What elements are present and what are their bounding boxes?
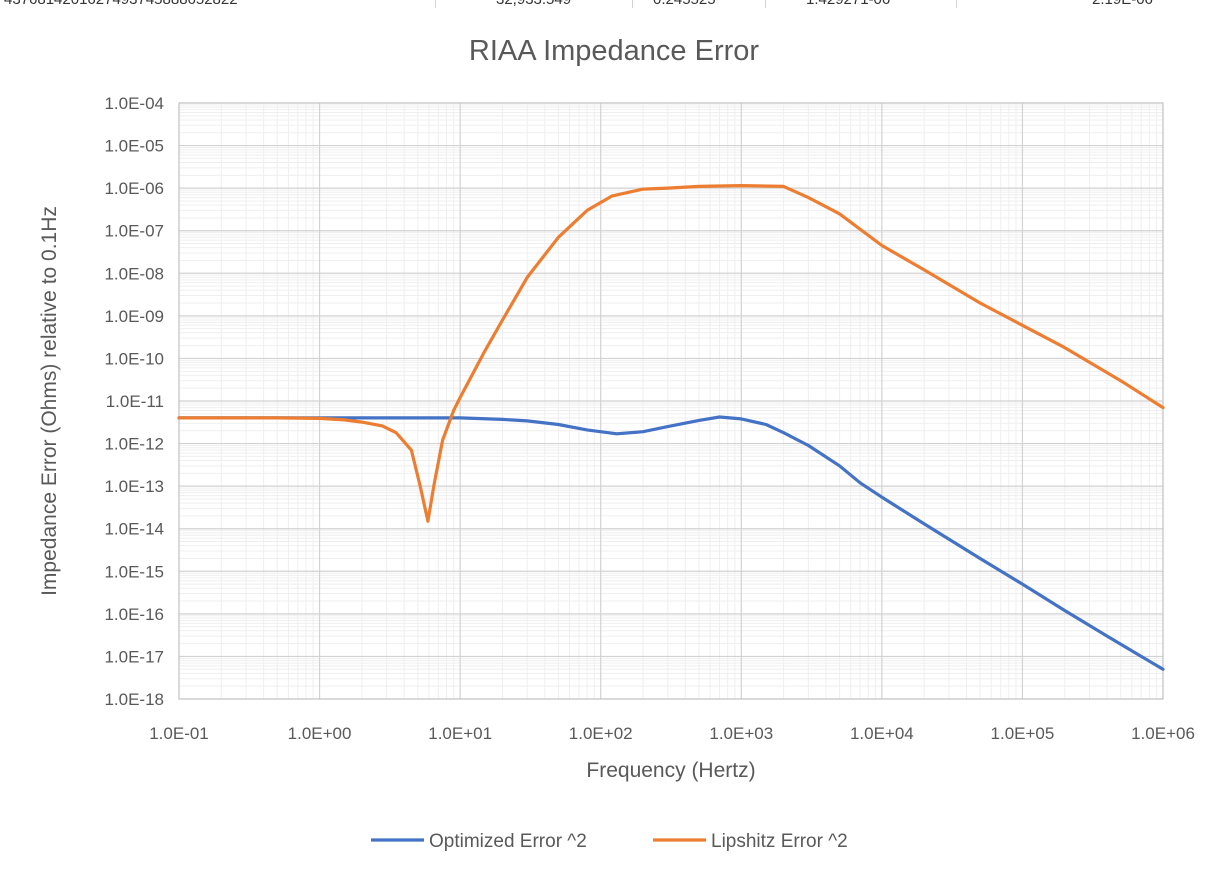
x-axis-label: Frequency (Hertz) (586, 759, 755, 782)
x-tick-label: 1.0E+06 (1131, 724, 1195, 743)
y-tick-label: 1.0E-04 (104, 94, 164, 113)
legend-label: Lipshitz Error ^2 (711, 831, 848, 852)
series-layer (177, 184, 1165, 671)
x-tick-label: 1.0E+04 (850, 724, 914, 743)
sheet-cell: 2.19E-06 (957, 0, 1230, 8)
y-tick-label: 1.0E-13 (104, 477, 164, 496)
sheet-cell: 0.245525 (633, 0, 766, 8)
y-tick-label: 1.0E-09 (104, 307, 164, 326)
y-tick-label: 1.0E-12 (104, 435, 164, 454)
y-tick-label: 1.0E-18 (104, 690, 164, 709)
y-tick-label: 1.0E-08 (104, 264, 164, 283)
y-tick-label: 1.0E-17 (104, 647, 164, 666)
x-tick-label: 1.0E+01 (428, 724, 492, 743)
legend-label: Optimized Error ^2 (429, 831, 587, 852)
y-tick-label: 1.0E-07 (104, 222, 164, 241)
major-gridlines (178, 102, 1164, 700)
x-tick-label: 1.0E+00 (288, 724, 352, 743)
plot-area-frame (178, 102, 1164, 700)
sheet-cell-text: 0.245525 (653, 0, 716, 8)
sheet-cell-text: 4376814201627493745888652822 (4, 0, 238, 8)
series-line-lipshitz (177, 184, 1165, 523)
chart-title: RIAA Impedance Error (469, 35, 759, 67)
y-tick-label: 1.0E-11 (106, 392, 164, 411)
sheet-cell: 1.429271-06 (766, 0, 957, 8)
x-tick-label: 1.0E+03 (709, 724, 773, 743)
y-tick-label: 1.0E-05 (104, 137, 164, 156)
sheet-cell-text: 2.19E-06 (1092, 0, 1153, 8)
spreadsheet-row-fragment: 4376814201627493745888652822 32,933.549 … (0, 0, 1231, 8)
x-tick-label: 1.0E-01 (149, 724, 209, 743)
sheet-cell-text: 1.429271-06 (806, 0, 890, 8)
y-axis-tick-labels: 1.0E-04 1.0E-05 1.0E-06 1.0E-07 1.0E-08 1.0E-… (104, 94, 164, 709)
legend: Optimized Error ^2 Lipshitz Error ^2 (371, 831, 848, 852)
y-tick-label: 1.0E-06 (104, 179, 164, 198)
x-axis-tick-labels: 1.0E-01 1.0E+00 1.0E+01 1.0E+02 1.0E+03 1.0E+… (149, 724, 1195, 743)
y-tick-label: 1.0E-14 (104, 520, 164, 539)
series-line-optimized (177, 415, 1165, 671)
y-tick-label: 1.0E-15 (104, 562, 164, 581)
y-tick-label: 1.0E-16 (104, 605, 164, 624)
y-axis-label: Impedance Error (Ohms) relative to 0.1Hz (38, 206, 61, 596)
y-tick-label: 1.0E-10 (104, 349, 164, 368)
sheet-cell-text: 32,933.549 (496, 0, 571, 8)
x-tick-label: 1.0E+05 (991, 724, 1055, 743)
sheet-cell: 4376814201627493745888652822 (0, 0, 436, 8)
x-tick-label: 1.0E+02 (569, 724, 633, 743)
sheet-cell: 32,933.549 (436, 0, 633, 8)
